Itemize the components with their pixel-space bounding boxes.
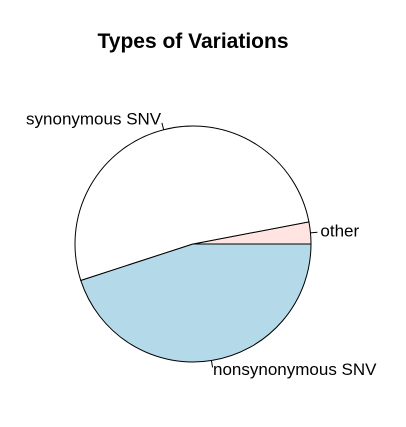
pie-slice-synonymous-snv <box>74 125 310 282</box>
chart-title: Types of Variations <box>98 30 289 53</box>
label-ticks <box>161 122 318 368</box>
pie-slices <box>74 125 312 363</box>
slice-label-nonsynonymous-snv: nonsynonymous SNV <box>213 360 377 379</box>
slice-label-synonymous-snv: synonymous SNV <box>26 110 162 129</box>
pie-slice-nonsynonymous-snv <box>80 243 312 363</box>
label-tick-synonymous-snv <box>161 122 165 130</box>
label-tick-nonsynonymous-snv <box>210 360 214 368</box>
slice-labels: other synonymous SNV nonsynonymous SNV <box>26 110 377 379</box>
label-tick-other <box>310 231 318 234</box>
slice-label-other: other <box>320 221 359 240</box>
